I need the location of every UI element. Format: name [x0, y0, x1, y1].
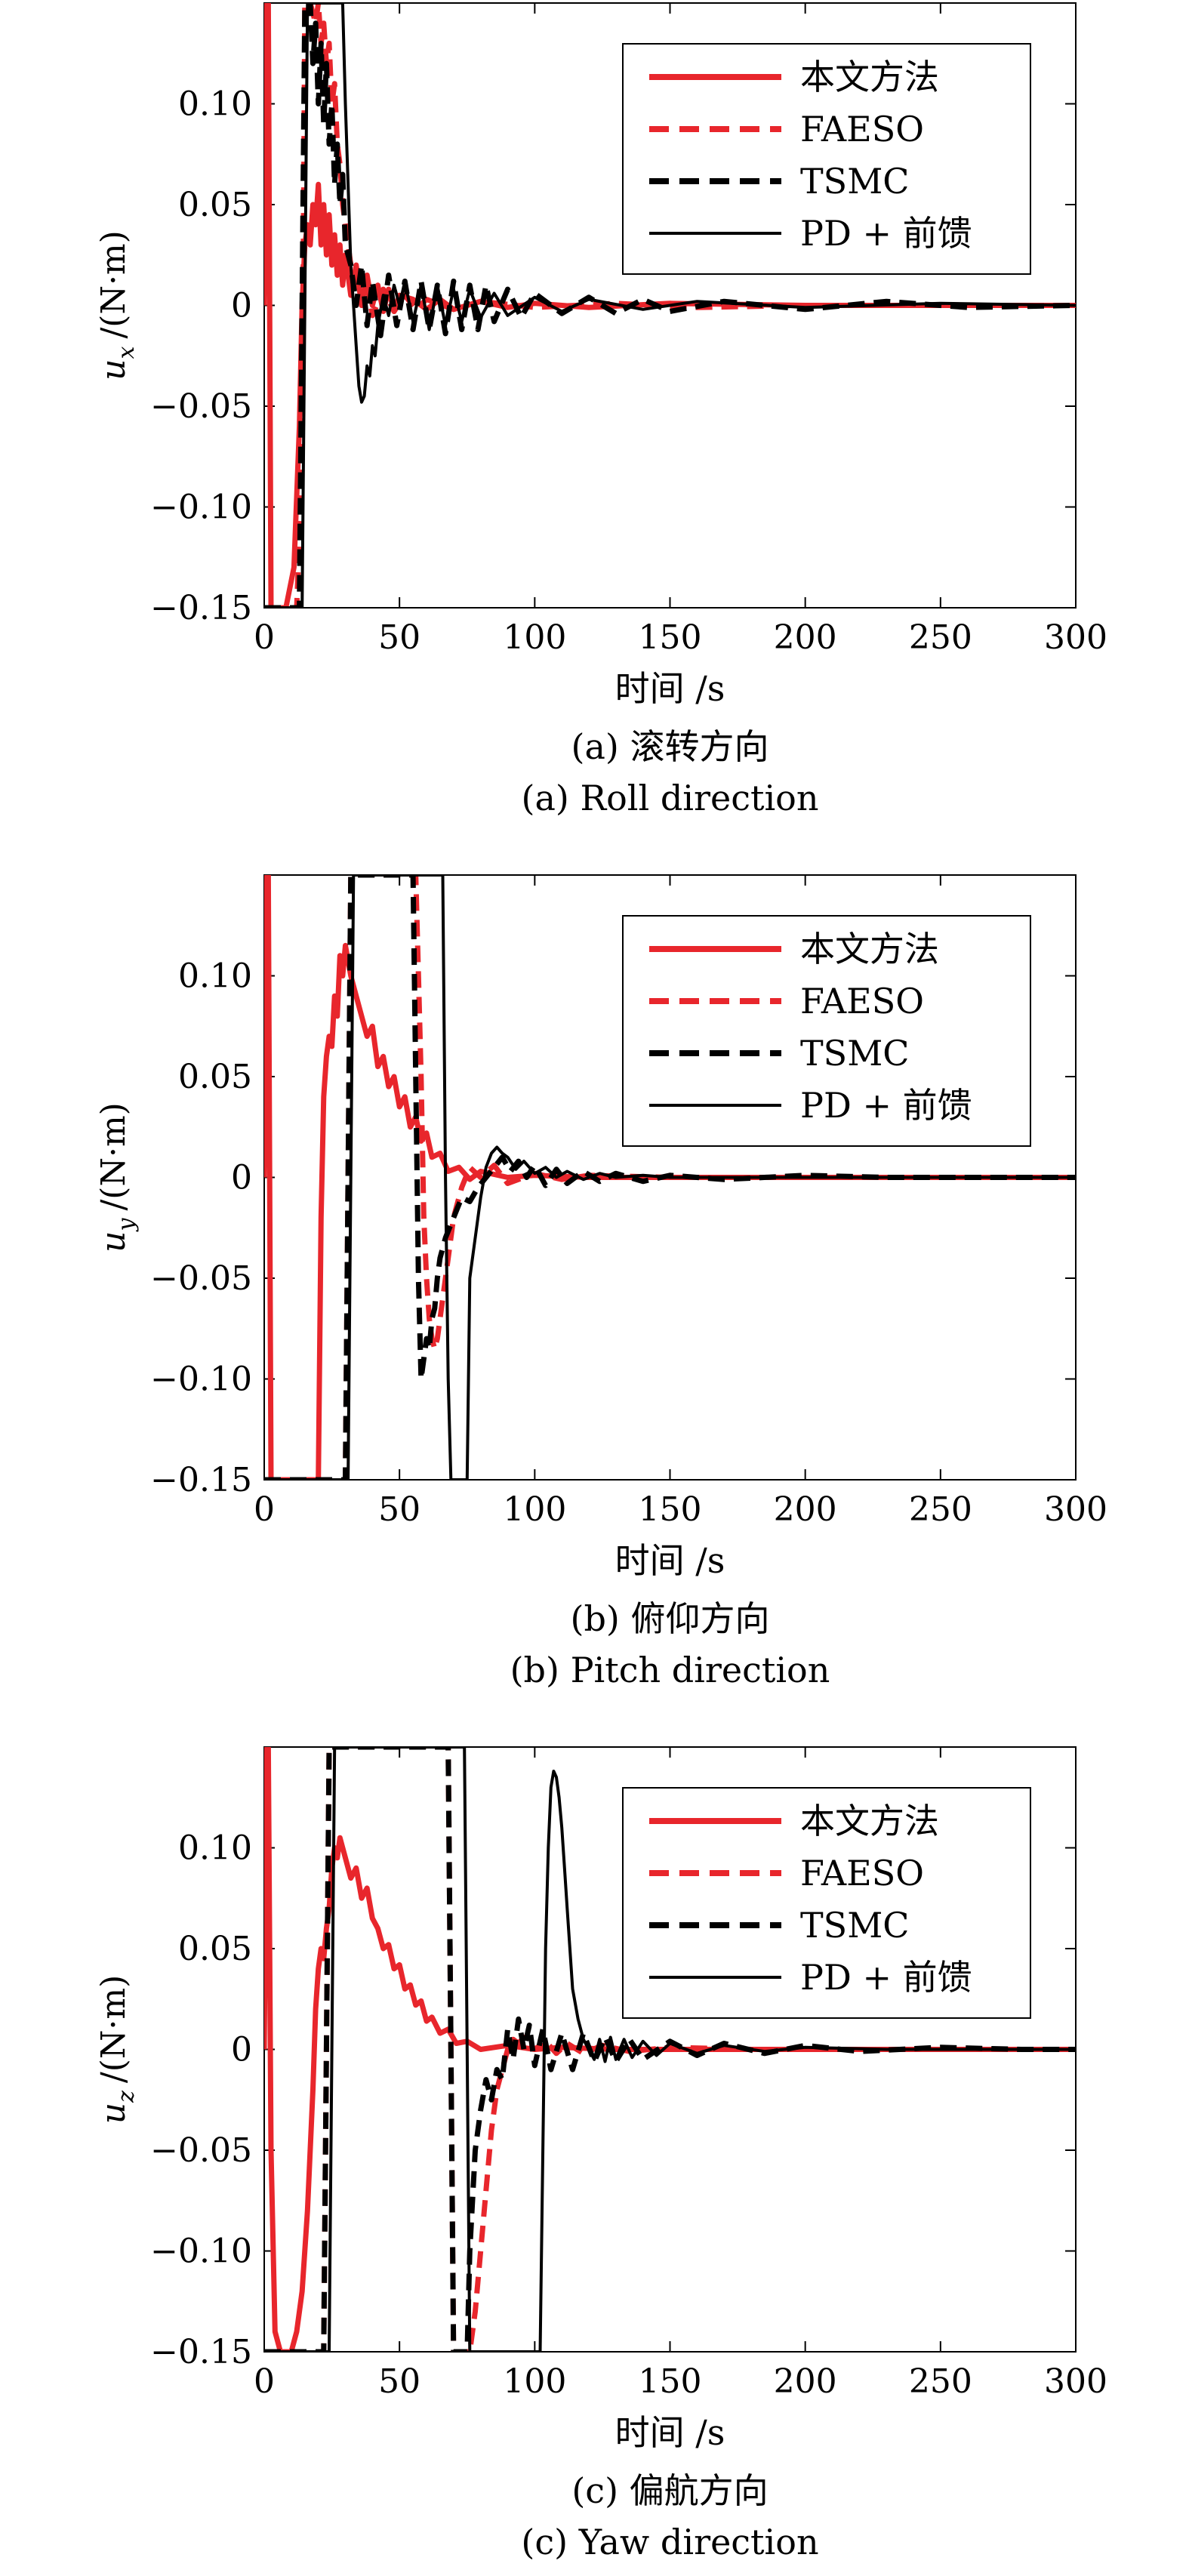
y-tick-label: 0 — [231, 1159, 252, 1197]
x-tick-label: 50 — [378, 1490, 420, 1529]
x-tick-label: 100 — [503, 1490, 566, 1529]
legend-box — [622, 1787, 1031, 2019]
x-tick-label: 0 — [254, 2362, 275, 2401]
series-line-3 — [264, 1747, 1076, 2352]
caption-chinese: (a) 滚转方向 — [571, 726, 769, 767]
x-tick-label: 100 — [503, 618, 566, 657]
legend-label: PD + 前馈 — [800, 1957, 972, 1998]
chart-panel-2: 0 50 100 150 200 250 300 −0.15 −0.10 −0.05 0 0.05 0.… — [94, 874, 1107, 1690]
legend-label: 本文方法 — [800, 929, 939, 969]
legend-label: PD + 前馈 — [800, 213, 972, 254]
series-group — [264, 875, 1076, 1480]
y-axis: −0.15 −0.10 −0.05 0 0.05 0.10 — [150, 85, 1076, 627]
x-axis: 0 50 100 150 200 250 300 — [254, 3, 1107, 657]
x-tick-label: 150 — [639, 1490, 702, 1529]
y-label-symbol: u — [94, 2103, 133, 2124]
y-axis: −0.15 −0.10 −0.05 0 0.05 0.10 — [150, 957, 1076, 1499]
y-tick-label: 0.05 — [178, 1930, 252, 1968]
caption-english: (a) Roll direction — [522, 778, 819, 818]
y-tick-label: −0.05 — [150, 1259, 252, 1298]
y-tick-label: 0.10 — [178, 85, 252, 124]
x-axis-label: 时间 /s — [615, 1540, 725, 1581]
x-tick-label: 300 — [1044, 2362, 1107, 2401]
legend: 本文方法 FAESO TSMC PD + 前馈 — [622, 43, 1031, 275]
x-tick-label: 200 — [774, 1490, 837, 1529]
legend-box — [622, 915, 1031, 1147]
x-tick-label: 250 — [909, 1490, 972, 1529]
legend: 本文方法 FAESO TSMC PD + 前馈 — [622, 1787, 1031, 2019]
y-tick-label: 0 — [231, 2031, 252, 2069]
x-tick-label: 300 — [1044, 618, 1107, 657]
legend-label: FAESO — [800, 1853, 924, 1893]
series-group — [264, 3, 1076, 608]
x-tick-label: 100 — [503, 2362, 566, 2401]
caption-english: (b) Pitch direction — [510, 1650, 830, 1690]
x-tick-label: 200 — [774, 618, 837, 657]
y-label-subscript: y — [113, 1217, 140, 1232]
legend-label: TSMC — [800, 1033, 910, 1074]
x-tick-label: 0 — [254, 1490, 275, 1529]
y-axis: −0.15 −0.10 −0.05 0 0.05 0.10 — [150, 1829, 1076, 2371]
series-line-3 — [264, 875, 1076, 1480]
legend-box — [622, 43, 1031, 275]
y-tick-label: 0.10 — [178, 957, 252, 996]
y-tick-label: 0 — [231, 287, 252, 325]
series-line-3 — [264, 3, 1076, 608]
x-axis: 0 50 100 150 200 250 300 — [254, 875, 1107, 1529]
legend: 本文方法 FAESO TSMC PD + 前馈 — [622, 915, 1031, 1147]
y-label-symbol: u — [94, 359, 133, 380]
legend-label: FAESO — [800, 981, 924, 1021]
y-label-unit: /(N·m) — [94, 230, 133, 338]
legend-label: PD + 前馈 — [800, 1085, 972, 1126]
caption-chinese: (c) 偏航方向 — [571, 2470, 768, 2511]
y-label-subscript: x — [113, 346, 140, 359]
y-label-symbol: u — [94, 1231, 133, 1252]
y-tick-label: −0.10 — [150, 488, 252, 527]
x-axis: 0 50 100 150 200 250 300 — [254, 1747, 1107, 2401]
y-label-subscript: z — [113, 2091, 140, 2103]
y-label-unit: /(N·m) — [94, 1975, 133, 2083]
chart-panel-3: 0 50 100 150 200 250 300 −0.15 −0.10 −0.05 0 0.05 0.… — [94, 1746, 1107, 2562]
series-group — [264, 1747, 1076, 2352]
x-axis-label: 时间 /s — [615, 668, 725, 709]
x-tick-label: 150 — [639, 2362, 702, 2401]
series-line-2 — [264, 875, 1076, 1480]
x-tick-label: 250 — [909, 2362, 972, 2401]
y-tick-label: −0.15 — [150, 1461, 252, 1499]
x-axis-label: 时间 /s — [615, 2412, 725, 2453]
y-tick-label: −0.05 — [150, 387, 252, 426]
x-tick-label: 0 — [254, 618, 275, 657]
y-axis-label: uz /(N·m) — [94, 1975, 140, 2125]
x-tick-label: 50 — [378, 618, 420, 657]
y-axis-label: ux /(N·m) — [94, 230, 140, 381]
legend-label: FAESO — [800, 109, 924, 149]
legend-label: TSMC — [800, 1905, 910, 1946]
caption-english: (c) Yaw direction — [521, 2522, 818, 2562]
x-tick-label: 50 — [378, 2362, 420, 2401]
y-tick-label: −0.15 — [150, 2333, 252, 2371]
legend-label: TSMC — [800, 161, 910, 202]
series-line-1 — [264, 1747, 1076, 2352]
y-tick-label: 0.05 — [178, 1058, 252, 1096]
y-tick-label: −0.05 — [150, 2131, 252, 2170]
y-tick-label: 0.05 — [178, 186, 252, 224]
x-tick-label: 300 — [1044, 1490, 1107, 1529]
y-tick-label: −0.10 — [150, 2232, 252, 2271]
legend-label: 本文方法 — [800, 57, 939, 97]
y-axis-label: uy /(N·m) — [94, 1102, 140, 1253]
x-tick-label: 200 — [774, 2362, 837, 2401]
y-label-unit: /(N·m) — [94, 1102, 133, 1210]
caption-chinese: (b) 俯仰方向 — [571, 1598, 770, 1639]
legend-label: 本文方法 — [800, 1801, 939, 1841]
x-tick-label: 250 — [909, 618, 972, 657]
x-tick-label: 150 — [639, 618, 702, 657]
y-tick-label: −0.15 — [150, 589, 252, 627]
series-line-4 — [264, 875, 1076, 1480]
y-tick-label: 0.10 — [178, 1829, 252, 1868]
chart-panel-1: 0 50 100 150 200 250 300 −0.15 −0.10 −0.05 0 0.05 0.… — [94, 2, 1107, 818]
y-tick-label: −0.10 — [150, 1360, 252, 1399]
